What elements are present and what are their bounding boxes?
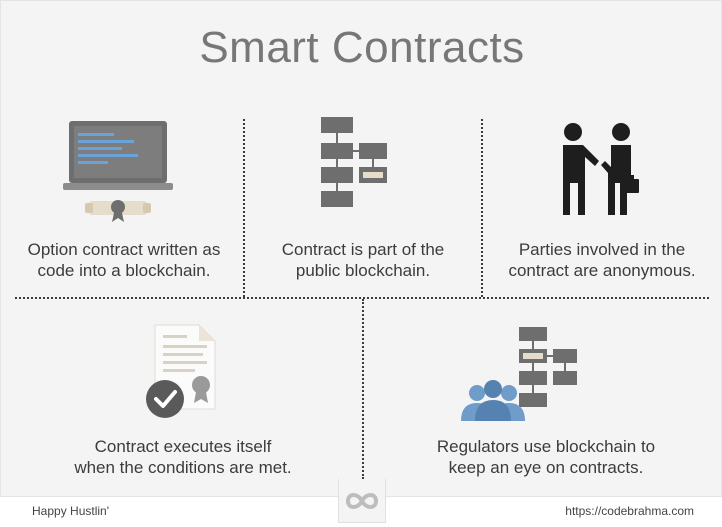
step-caption-1-line1: Option contract written as <box>27 240 221 259</box>
step-caption-2-line2: public blockchain. <box>295 261 431 280</box>
brand-logo[interactable] <box>338 479 386 523</box>
footer-tagline: Happy Hustlin' <box>32 504 109 518</box>
divider-horizontal <box>15 297 709 299</box>
infographic-panel: Smart Contracts <box>0 0 722 497</box>
step-caption-4-line2: when the conditions are met. <box>74 458 292 477</box>
divider-vertical-2 <box>481 119 483 297</box>
page-title: Smart Contracts <box>199 23 525 72</box>
step-caption-2-line1: Contract is part of the <box>281 240 445 259</box>
step-caption-5-line2: keep an eye on contracts. <box>448 458 644 477</box>
laptop-contract-icon <box>63 119 173 223</box>
blockchain-flow-icon <box>319 115 391 211</box>
step-caption-3-line1: Parties involved in the <box>518 240 686 259</box>
step-caption-1-line2: code into a blockchain. <box>37 261 211 280</box>
step-caption-3-line2: contract are anonymous. <box>508 261 696 280</box>
footer-url-link[interactable]: https://codebrahma.com <box>565 504 694 518</box>
step-caption-5: Regulators use blockchain to keep an eye… <box>391 436 701 478</box>
infinity-logo-icon <box>345 493 379 509</box>
step-caption-2: Contract is part of the public blockchai… <box>253 239 473 281</box>
divider-vertical-3 <box>362 299 364 479</box>
regulators-blockchain-icon <box>457 325 581 423</box>
divider-vertical-1 <box>243 119 245 297</box>
step-caption-1: Option contract written as code into a b… <box>15 239 233 281</box>
step-caption-5-line1: Regulators use blockchain to <box>436 437 656 456</box>
step-caption-4: Contract executes itself when the condit… <box>41 436 325 478</box>
step-caption-4-line1: Contract executes itself <box>94 437 272 456</box>
step-caption-3: Parties involved in the contract are ano… <box>491 239 713 281</box>
handshake-icon <box>557 121 643 217</box>
certificate-check-icon <box>143 323 219 419</box>
